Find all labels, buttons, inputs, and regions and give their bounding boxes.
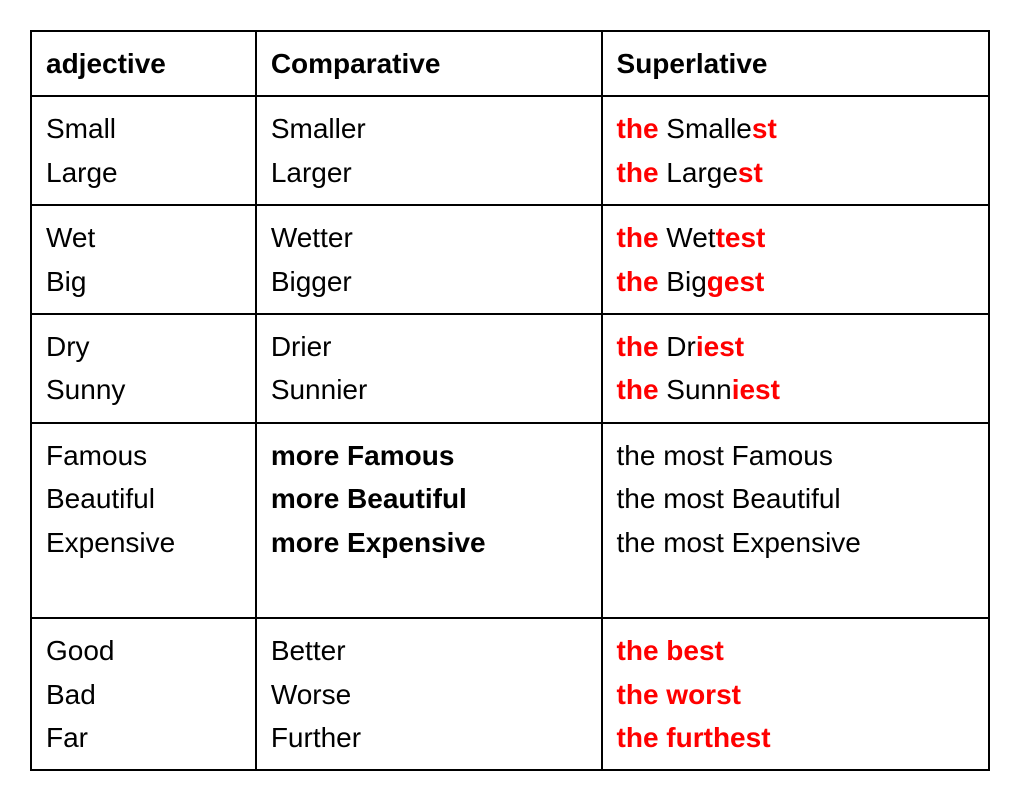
comparative-text: more Expensive: [271, 521, 587, 564]
adjective-text: Dry: [46, 325, 241, 368]
adjective-text: Beautiful: [46, 477, 241, 520]
text-segment: the: [617, 266, 667, 297]
text-segment: the most Expensive: [617, 527, 861, 558]
cell-comparative: more Famousmore Beautifulmore Expensive: [256, 423, 602, 619]
comparative-text: more Famous: [271, 434, 587, 477]
cell-adjective: FamousBeautifulExpensive: [31, 423, 256, 619]
adjective-text: [46, 564, 241, 607]
cell-adjective: GoodBadFar: [31, 618, 256, 770]
superlative-text: the best: [617, 629, 974, 672]
text-segment: the: [617, 374, 667, 405]
superlative-text: [617, 564, 974, 607]
comparative-text: more Beautiful: [271, 477, 587, 520]
text-segment: the best: [617, 635, 724, 666]
text-segment: gest: [707, 266, 765, 297]
comparative-text: Worse: [271, 673, 587, 716]
cell-comparative: SmallerLarger: [256, 96, 602, 205]
adjective-text: Bad: [46, 673, 241, 716]
text-segment: iest: [732, 374, 780, 405]
text-segment: st: [738, 157, 763, 188]
superlative-text: the Sunniest: [617, 368, 974, 411]
adjective-text: Expensive: [46, 521, 241, 564]
text-segment: the most Beautiful: [617, 483, 841, 514]
adjective-text: Far: [46, 716, 241, 759]
comparative-text: Larger: [271, 151, 587, 194]
text-segment: st: [752, 113, 777, 144]
text-segment: the: [617, 331, 667, 362]
col-comparative: Comparative: [256, 31, 602, 96]
cell-superlative: the Wettestthe Biggest: [602, 205, 989, 314]
cell-superlative: the Driestthe Sunniest: [602, 314, 989, 423]
superlative-text: the furthest: [617, 716, 974, 759]
adjectives-table: adjective Comparative Superlative SmallL…: [30, 30, 990, 771]
comparative-text: Wetter: [271, 216, 587, 259]
table-row: DrySunnyDrierSunnierthe Driestthe Sunnie…: [31, 314, 989, 423]
adjective-text: Good: [46, 629, 241, 672]
table-row: GoodBadFarBetterWorseFurtherthe bestthe …: [31, 618, 989, 770]
col-adjective: adjective: [31, 31, 256, 96]
text-segment: Large: [666, 157, 738, 188]
adjective-text: Small: [46, 107, 241, 150]
cell-superlative: the best the worst the furthest: [602, 618, 989, 770]
cell-comparative: BetterWorseFurther: [256, 618, 602, 770]
table-body: SmallLargeSmallerLargerthe Smallestthe L…: [31, 96, 989, 770]
superlative-text: the Biggest: [617, 260, 974, 303]
adjective-text: Big: [46, 260, 241, 303]
comparative-text: Sunnier: [271, 368, 587, 411]
superlative-text: the Smallest: [617, 107, 974, 150]
cell-superlative: the Smallestthe Largest: [602, 96, 989, 205]
cell-adjective: SmallLarge: [31, 96, 256, 205]
superlative-text: the worst: [617, 673, 974, 716]
text-segment: Sunn: [666, 374, 731, 405]
cell-comparative: WetterBigger: [256, 205, 602, 314]
cell-comparative: DrierSunnier: [256, 314, 602, 423]
text-segment: the furthest: [617, 722, 771, 753]
text-segment: the: [617, 157, 667, 188]
text-segment: the: [617, 113, 667, 144]
superlative-text: the Driest: [617, 325, 974, 368]
adjective-text: Wet: [46, 216, 241, 259]
adjective-text: Famous: [46, 434, 241, 477]
col-superlative: Superlative: [602, 31, 989, 96]
table-row: SmallLargeSmallerLargerthe Smallestthe L…: [31, 96, 989, 205]
table-row: WetBigWetterBiggerthe Wettestthe Biggest: [31, 205, 989, 314]
table-row: FamousBeautifulExpensive more Famousmore…: [31, 423, 989, 619]
text-segment: Dr: [666, 331, 696, 362]
text-segment: test: [716, 222, 766, 253]
adjective-text: Large: [46, 151, 241, 194]
cell-adjective: DrySunny: [31, 314, 256, 423]
comparative-text: Smaller: [271, 107, 587, 150]
comparative-text: Drier: [271, 325, 587, 368]
text-segment: the: [617, 222, 667, 253]
superlative-text: the Largest: [617, 151, 974, 194]
comparative-text: Further: [271, 716, 587, 759]
cell-superlative: the most Famous the most Beautiful the mos…: [602, 423, 989, 619]
comparative-text: Bigger: [271, 260, 587, 303]
superlative-text: the Wettest: [617, 216, 974, 259]
text-segment: Wet: [666, 222, 715, 253]
superlative-text: the most Famous: [617, 434, 974, 477]
cell-adjective: WetBig: [31, 205, 256, 314]
text-segment: the worst: [617, 679, 741, 710]
adjective-text: Sunny: [46, 368, 241, 411]
text-segment: [617, 570, 625, 601]
text-segment: iest: [696, 331, 744, 362]
text-segment: the most Famous: [617, 440, 833, 471]
text-segment: Big: [666, 266, 706, 297]
header-row: adjective Comparative Superlative: [31, 31, 989, 96]
superlative-text: the most Expensive: [617, 521, 974, 564]
comparative-text: Better: [271, 629, 587, 672]
superlative-text: the most Beautiful: [617, 477, 974, 520]
text-segment: Smalle: [666, 113, 752, 144]
comparative-text: [271, 564, 587, 607]
